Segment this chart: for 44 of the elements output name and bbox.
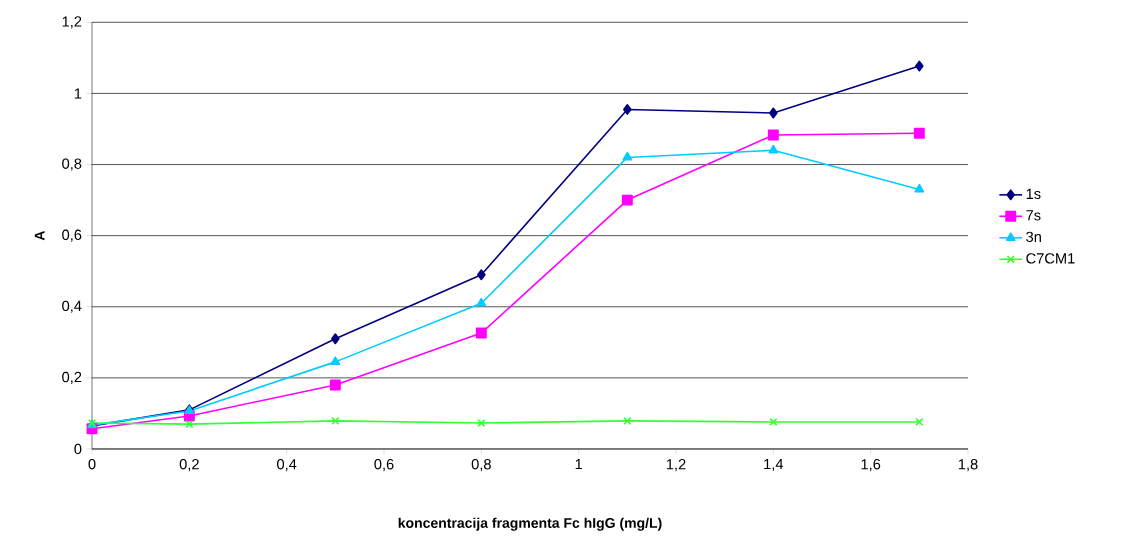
y-tick-label: 1,2	[62, 16, 82, 29]
legend-label: 7s	[1026, 210, 1041, 221]
point	[329, 379, 341, 391]
x-tick-label: 1,4	[764, 459, 784, 471]
y-tick-label: 0	[74, 443, 82, 455]
point	[914, 183, 925, 193]
legend-label: C7CM1	[1026, 253, 1075, 264]
point	[768, 144, 779, 154]
legend-label: 1s	[1026, 188, 1041, 200]
y-axis-title: A	[34, 230, 45, 241]
point	[185, 420, 194, 429]
point	[477, 269, 486, 281]
point	[623, 103, 632, 115]
x-tick-label: 1,2	[666, 459, 686, 472]
x-tick-label: 0,6	[374, 459, 394, 472]
point	[915, 60, 924, 72]
point	[476, 297, 487, 307]
y-tick-label: 1	[74, 88, 82, 99]
y-tick-label: 0,2	[62, 371, 82, 384]
x-axis-title: koncentracija fragmenta Fc hIgG (mg/L)	[398, 517, 662, 531]
x-tick-label: 1,8	[958, 459, 978, 472]
point	[769, 107, 778, 119]
x-tick-label: 0,2	[179, 459, 199, 472]
point	[915, 417, 924, 427]
point	[331, 333, 340, 345]
point	[913, 127, 925, 139]
legend-label: 3n	[1026, 231, 1041, 243]
x-tick-label: 0,4	[277, 459, 297, 472]
point	[330, 356, 341, 366]
point	[623, 416, 632, 425]
point	[769, 417, 778, 427]
point	[475, 327, 487, 339]
y-tick-label: 0,6	[62, 229, 82, 242]
point	[331, 416, 340, 425]
point	[767, 129, 779, 141]
x-tick-label: 1	[575, 459, 583, 470]
point	[622, 151, 633, 161]
point	[477, 418, 486, 428]
x-tick-label: 0,8	[471, 459, 491, 472]
x-tick-label: 0	[88, 459, 96, 470]
y-tick-label: 0,4	[62, 300, 82, 313]
x-tick-label: 1,6	[861, 459, 881, 472]
point	[621, 194, 633, 206]
y-tick-label: 0,8	[62, 158, 82, 171]
